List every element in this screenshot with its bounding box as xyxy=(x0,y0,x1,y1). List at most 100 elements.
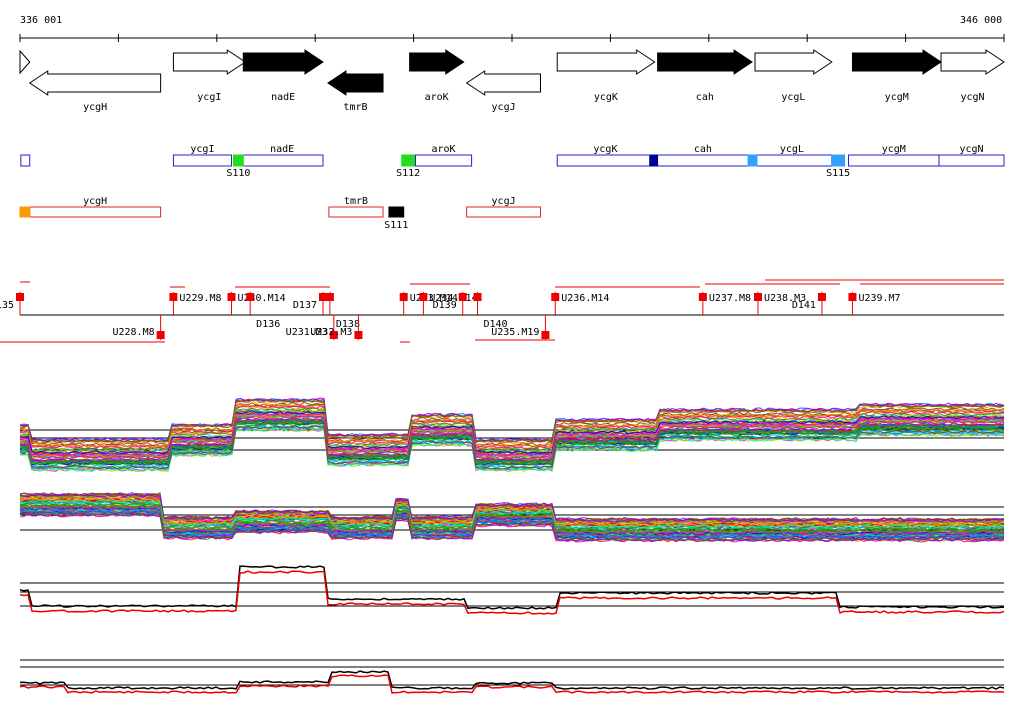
forward-box-label-ycgL: ycgL xyxy=(780,144,804,155)
ruler-start-label: 336 001 xyxy=(20,15,62,26)
gene-label-tmrB: tmrB xyxy=(343,102,367,113)
forward-site-marker xyxy=(747,154,758,167)
gene-arrow-ycgN xyxy=(940,49,1005,75)
segment-label: U236.M14 xyxy=(561,293,609,304)
segment-marker xyxy=(848,293,857,301)
gene-label-nadE: nadE xyxy=(271,92,295,103)
gene-arrow-ycgK xyxy=(556,49,656,75)
segment-label: U238.M3 xyxy=(764,293,806,304)
expression-trace xyxy=(19,401,1005,447)
segment-marker xyxy=(227,293,236,301)
gene-arrow-nadE xyxy=(242,49,324,75)
expression-trace xyxy=(19,498,1005,528)
gene-arrow-ycgJ xyxy=(465,70,541,96)
expression-trace xyxy=(19,507,1005,537)
gene-label-ycgJ: ycgJ xyxy=(492,102,516,113)
segment-label: D137 xyxy=(293,300,317,311)
forward-box-ycgI xyxy=(172,154,232,167)
expression-panels xyxy=(19,397,1005,694)
gene-label-ycgH: ycgH xyxy=(83,102,107,113)
segment-marker xyxy=(319,293,328,301)
segment-marker xyxy=(169,293,178,301)
segment-label: U237.M8 xyxy=(709,293,751,304)
gene-arrow-aroK xyxy=(409,49,465,75)
forward-box-label-cah: cah xyxy=(694,144,712,155)
forward-box-cah xyxy=(653,154,753,167)
expression-trace xyxy=(19,492,1005,522)
expression-trace xyxy=(19,504,1005,534)
segment-label: D141 xyxy=(792,300,816,311)
gene-label-ycgM: ycgM xyxy=(885,92,909,103)
gene-arrow-partial xyxy=(19,49,31,75)
gene-arrow-cah xyxy=(657,49,753,75)
segment-label: U233.M14 xyxy=(410,293,458,304)
forward-box-ycgL xyxy=(751,154,833,167)
expression-trace xyxy=(19,493,1005,523)
forward-site-S112 xyxy=(401,154,416,167)
reverse-site-S111 xyxy=(388,206,405,218)
expression-trace xyxy=(19,499,1005,529)
expression-trace xyxy=(19,419,1005,464)
gene-arrow-ycgL xyxy=(754,49,833,75)
segment-label: U228.M8 xyxy=(112,327,154,338)
expression-panel-2 xyxy=(19,492,1005,543)
reverse-strand-track: ycgH tmrB ycgJ S111 xyxy=(19,196,541,231)
reverse-box-ycgJ xyxy=(466,206,541,218)
panel-4-trace-red xyxy=(19,674,1005,694)
expression-trace xyxy=(19,511,1005,541)
forward-box-label-ycgM: ycgM xyxy=(882,144,906,155)
segment-marker xyxy=(246,293,255,301)
segment-marker xyxy=(419,293,428,301)
segment-label: U230.M14 xyxy=(237,293,285,304)
forward-site-label-S110: S110 xyxy=(226,168,250,179)
reverse-box-tmrB xyxy=(328,206,384,218)
expression-trace xyxy=(19,403,1005,448)
reverse-site-label-S111: S111 xyxy=(384,220,408,231)
segment-marker xyxy=(16,293,24,301)
segment-label: U229.M8 xyxy=(179,293,221,304)
expression-trace xyxy=(19,399,1005,444)
segmentation-track: D135U228.M8U229.M8U230.M14D137D136D138U2… xyxy=(0,279,1004,343)
segment-marker xyxy=(551,293,560,301)
forward-site-S115 xyxy=(831,154,846,167)
gene-label-aroK: aroK xyxy=(425,92,449,103)
gene-arrow-ycgM xyxy=(851,49,942,75)
expression-trace xyxy=(19,427,1005,472)
panel-4-trace-black xyxy=(19,670,1005,690)
forward-box-label-ycgK: ycgK xyxy=(593,144,617,155)
gene-label-ycgK: ycgK xyxy=(594,92,618,103)
reverse-site-marker xyxy=(19,206,31,218)
forward-box-ycgM xyxy=(848,154,940,167)
forward-box-label-aroK: aroK xyxy=(432,144,456,155)
panel-3-trace-black xyxy=(19,565,1005,610)
segment-marker xyxy=(354,331,363,339)
segment-label: U231.M3 xyxy=(286,327,328,338)
segment-label: U235.M19 xyxy=(491,327,539,338)
panel-3-trace-red xyxy=(19,570,1005,615)
segment-marker xyxy=(329,331,338,339)
ruler-ticks xyxy=(19,34,1005,42)
expression-trace xyxy=(19,410,1005,455)
gene-label-cah: cah xyxy=(696,92,714,103)
expression-trace xyxy=(19,415,1005,460)
reverse-box-ycgH xyxy=(29,206,162,218)
segment-label: D138 xyxy=(336,319,360,330)
segment-label: U239.M7 xyxy=(858,293,900,304)
gene-arrow-ycgH xyxy=(28,70,162,96)
forward-box-ycgN xyxy=(938,154,1005,167)
forward-box-ycgK xyxy=(556,154,655,167)
reverse-box-label-ycgH: ycgH xyxy=(83,196,107,207)
gene-label-ycgI: ycgI xyxy=(197,92,221,103)
segment-marker xyxy=(399,293,408,301)
forward-box-aroK xyxy=(415,154,473,167)
expression-trace xyxy=(19,397,1005,442)
gene-label-ycgN: ycgN xyxy=(960,92,984,103)
expression-trace xyxy=(19,512,1005,542)
forward-box-label-ycgI: ycgI xyxy=(190,144,214,155)
forward-site-label-S115: S115 xyxy=(826,168,850,179)
gene-arrow-tmrB xyxy=(327,70,384,96)
forward-strand-track: ycgI nadE aroK ycgK cah ycgL ycgM ycgN S110 S112 S… xyxy=(20,144,1005,179)
expression-trace xyxy=(19,416,1005,462)
forward-site-S110 xyxy=(232,154,244,167)
